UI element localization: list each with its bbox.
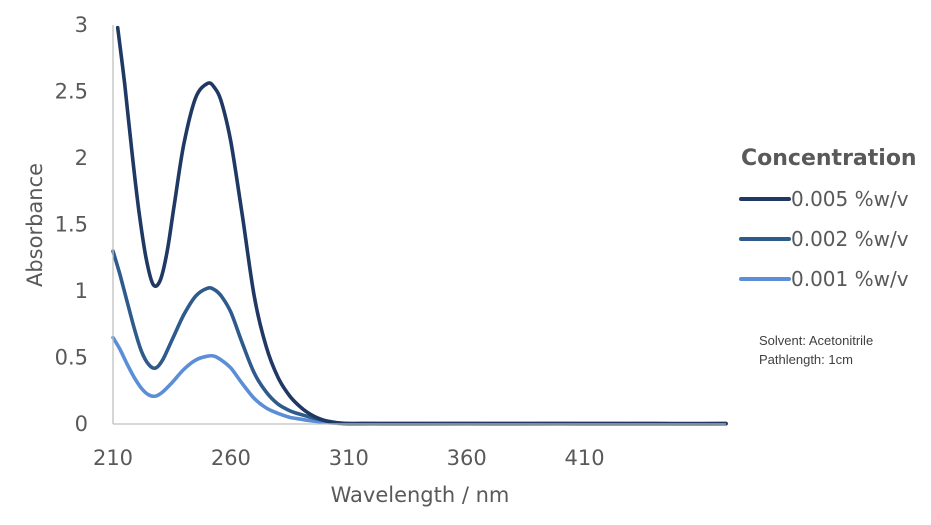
series-line-1: [115, 25, 728, 426]
y-tick-label: 2: [75, 146, 88, 170]
pathlength-note: Pathlength: 1cm: [759, 352, 853, 367]
legend-label: 0.001 %w/v: [791, 267, 909, 291]
x-tick-label: 310: [329, 446, 369, 470]
series-line-3: [111, 335, 728, 426]
x-tick-label: 210: [93, 446, 133, 470]
x-tick-label: 360: [447, 446, 487, 470]
legend: 0.005 %w/v 0.002 %w/v 0.001 %w/v: [739, 187, 909, 291]
y-tick-label: 2.5: [55, 80, 88, 104]
x-tick-label: 410: [564, 446, 604, 470]
series-line-2: [111, 249, 728, 426]
y-tick-labels: 0 0.5 1 1.5 2 2.5 3: [55, 13, 88, 436]
legend-title: Concentration: [741, 146, 917, 171]
y-tick-label: 0: [75, 412, 88, 436]
legend-label: 0.005 %w/v: [791, 187, 909, 211]
y-tick-label: 0.5: [55, 346, 88, 370]
y-tick-label: 1: [75, 279, 88, 303]
x-tick-label: 260: [211, 446, 251, 470]
plot-area: [111, 25, 728, 426]
axes: [112, 25, 726, 425]
y-tick-label: 1.5: [55, 213, 88, 237]
y-tick-label: 3: [75, 13, 88, 37]
legend-label: 0.002 %w/v: [791, 227, 909, 251]
x-tick-labels: 210 260 310 360 410: [93, 446, 605, 470]
x-axis-title: Wavelength / nm: [331, 483, 510, 507]
solvent-note: Solvent: Acetonitrile: [759, 333, 873, 348]
y-axis-title: Absorbance: [23, 163, 47, 287]
